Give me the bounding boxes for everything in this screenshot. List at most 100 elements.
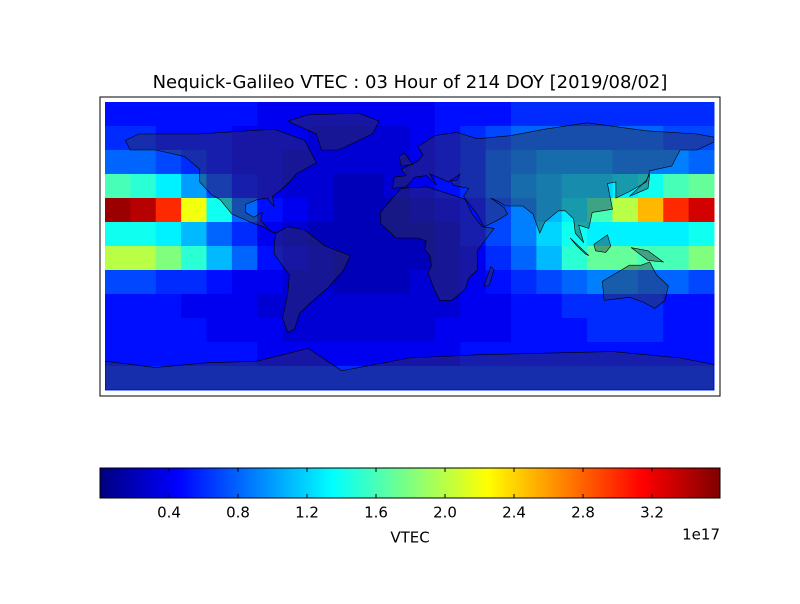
- cell: [561, 294, 588, 319]
- cell: [587, 222, 613, 247]
- cell: [663, 246, 690, 271]
- cell: [231, 150, 258, 175]
- cell: [333, 294, 360, 319]
- cell: [206, 246, 233, 271]
- cell: [105, 366, 131, 391]
- cell: [511, 198, 537, 223]
- cell: [206, 294, 233, 319]
- cell: [637, 198, 664, 223]
- cell: [358, 222, 385, 247]
- cell: [612, 126, 639, 151]
- cell: [587, 174, 613, 199]
- cell: [155, 198, 182, 223]
- cell: [282, 222, 309, 247]
- cell: [409, 366, 436, 391]
- cell: [587, 366, 613, 391]
- cell: [384, 150, 410, 175]
- cell: [587, 126, 613, 151]
- land: [274, 227, 350, 333]
- cell: [511, 126, 537, 151]
- cell: [637, 102, 664, 127]
- cell: [536, 366, 563, 391]
- cell: [206, 222, 233, 247]
- colorbar-tick-label: 2.8: [571, 504, 595, 522]
- cell: [460, 342, 487, 367]
- cell: [231, 198, 258, 223]
- cell: [105, 318, 131, 343]
- cell: [282, 174, 309, 199]
- cell: [333, 342, 360, 367]
- cell: [155, 126, 182, 151]
- cell: [130, 294, 157, 319]
- cell: [282, 198, 309, 223]
- cell: [282, 270, 309, 295]
- land: [594, 235, 611, 253]
- cell: [358, 366, 385, 391]
- cell: [155, 342, 182, 367]
- cell: [688, 270, 715, 295]
- cell: [637, 246, 664, 271]
- cell: [561, 198, 588, 223]
- cell: [206, 270, 233, 295]
- cell: [358, 174, 385, 199]
- cell: [511, 150, 537, 175]
- cell: [561, 150, 588, 175]
- cell: [384, 246, 410, 271]
- cell: [409, 270, 436, 295]
- cell: [257, 246, 284, 271]
- cell: [587, 198, 613, 223]
- cell: [181, 318, 207, 343]
- cell: [460, 150, 487, 175]
- cell: [333, 222, 360, 247]
- cell: [308, 222, 334, 247]
- cell: [536, 222, 563, 247]
- land: [393, 123, 714, 243]
- cell: [612, 342, 639, 367]
- cell: [485, 174, 512, 199]
- cell: [231, 126, 258, 151]
- cell: [511, 222, 537, 247]
- cell: [181, 246, 207, 271]
- chart-title: Nequick-Galileo VTEC : 03 Hour of 214 DO…: [153, 72, 668, 93]
- cell: [384, 222, 410, 247]
- cell: [282, 102, 309, 127]
- cell: [688, 198, 715, 223]
- cell: [688, 366, 715, 391]
- cell: [384, 126, 410, 151]
- cell: [308, 126, 334, 151]
- cell: [434, 126, 461, 151]
- cell: [663, 342, 690, 367]
- cell: [536, 342, 563, 367]
- cell: [409, 318, 436, 343]
- cell: [612, 102, 639, 127]
- cell: [358, 342, 385, 367]
- cell: [155, 150, 182, 175]
- cell: [358, 270, 385, 295]
- colorbar-tick-label: 0.8: [226, 504, 250, 522]
- cell: [434, 198, 461, 223]
- cell: [561, 318, 588, 343]
- cell: [155, 174, 182, 199]
- cell: [308, 366, 334, 391]
- cell: [181, 294, 207, 319]
- cell: [130, 126, 157, 151]
- cell: [612, 150, 639, 175]
- cell: [105, 150, 131, 175]
- cell: [536, 318, 563, 343]
- cell: [688, 174, 715, 199]
- land: [631, 248, 663, 262]
- cell: [206, 318, 233, 343]
- cell: [130, 270, 157, 295]
- cell: [434, 102, 461, 127]
- cell: [105, 222, 131, 247]
- cell: [587, 294, 613, 319]
- cell: [155, 318, 182, 343]
- cell: [511, 102, 537, 127]
- cell: [485, 366, 512, 391]
- cell: [587, 342, 613, 367]
- cell: [434, 222, 461, 247]
- cell: [561, 366, 588, 391]
- cell: [130, 246, 157, 271]
- cell: [688, 246, 715, 271]
